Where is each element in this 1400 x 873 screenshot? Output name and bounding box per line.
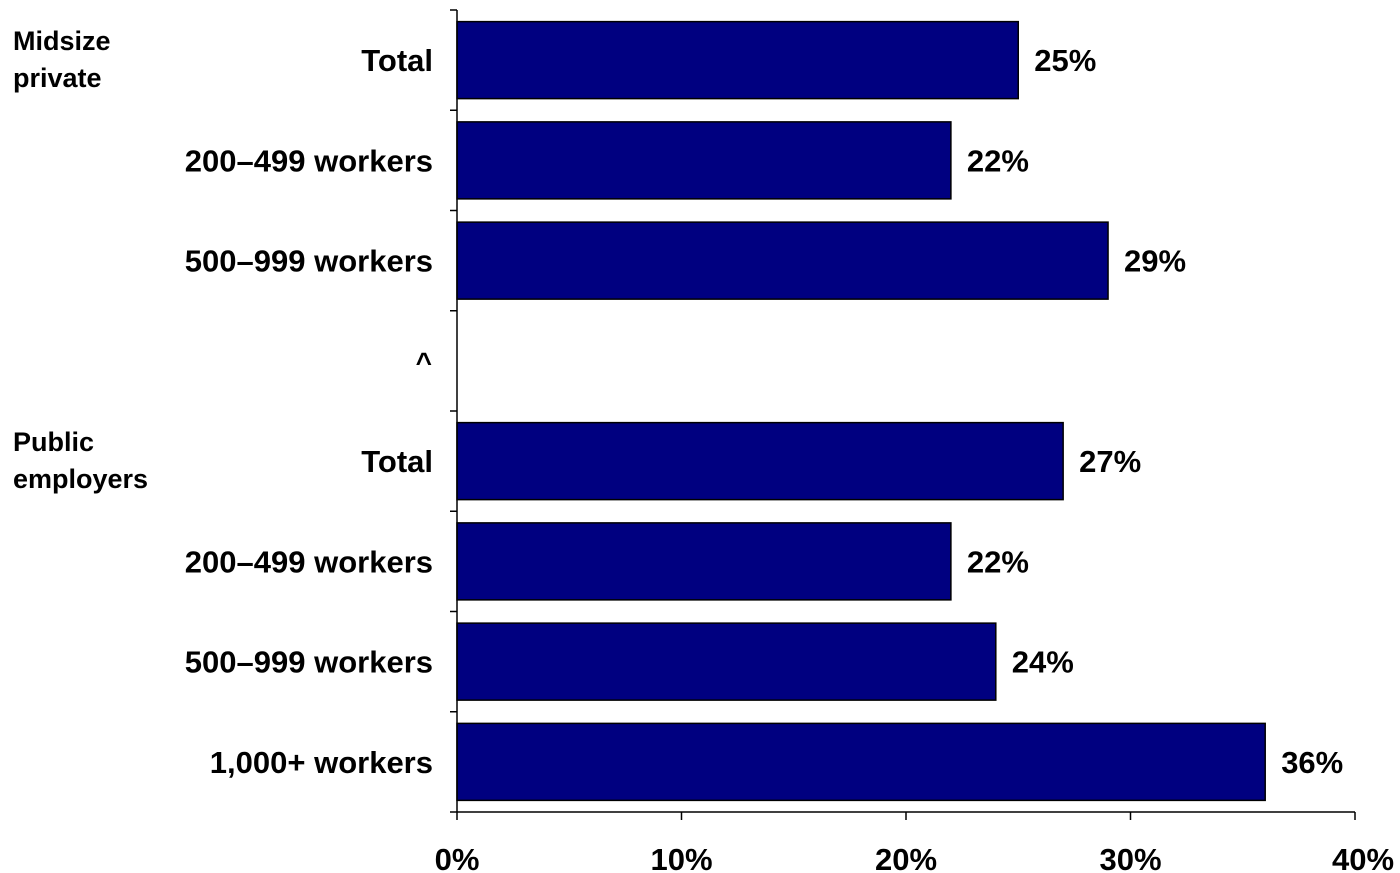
category-label: 500–999 workers (185, 244, 433, 279)
group-label: Public (13, 427, 94, 457)
group-label: employers (13, 464, 148, 494)
value-label: 24% (1012, 645, 1074, 680)
category-label: Total (361, 43, 433, 78)
value-label: 29% (1124, 244, 1186, 279)
x-tick-label: 30% (1099, 842, 1161, 873)
x-tick-label: 0% (435, 842, 480, 873)
bar (456, 421, 1064, 501)
value-label: 25% (1034, 43, 1096, 78)
axes-layer (450, 9, 1356, 820)
labels-layer: Total 25% 200–499 workers 22% 500–999 worker… (13, 26, 1394, 873)
bar (456, 622, 997, 701)
x-tick-label: 10% (650, 842, 712, 873)
category-label: Total (361, 444, 433, 479)
bar (456, 221, 1109, 300)
group-label: Midsize (13, 26, 111, 56)
group-label: private (13, 63, 102, 93)
bars-layer (456, 20, 1266, 802)
bar (456, 121, 952, 200)
bar (456, 722, 1266, 802)
value-label: 36% (1281, 745, 1343, 780)
bar (456, 522, 952, 601)
category-label: 1,000+ workers (210, 745, 433, 780)
category-label: 200–499 workers (185, 544, 433, 579)
category-spacer-label: ^ (416, 347, 432, 378)
x-tick-label: 40% (1332, 842, 1394, 873)
value-label: 22% (967, 143, 1029, 178)
category-label: 500–999 workers (185, 645, 433, 680)
value-label: 27% (1079, 444, 1141, 479)
bar (456, 20, 1019, 100)
value-label: 22% (967, 544, 1029, 579)
x-tick-label: 20% (875, 842, 937, 873)
category-label: 200–499 workers (185, 143, 433, 178)
